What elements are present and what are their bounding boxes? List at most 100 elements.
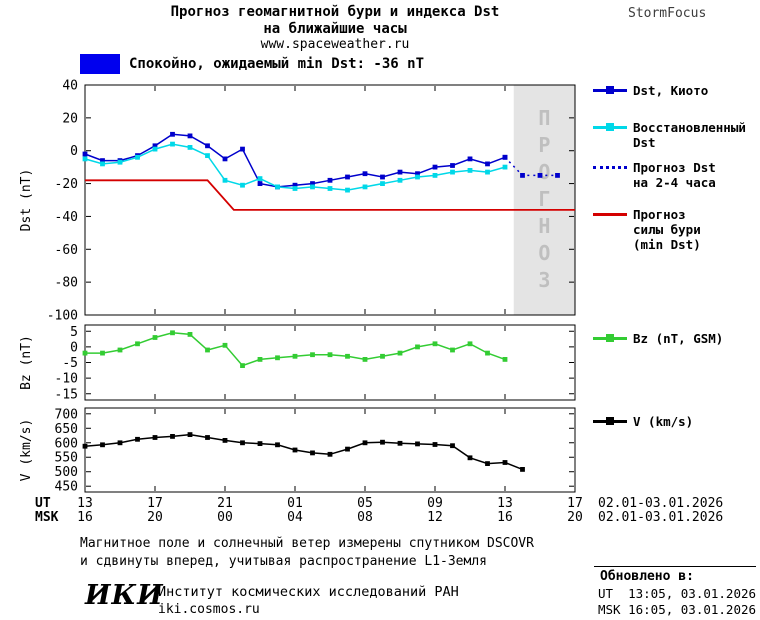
marker [362,171,368,177]
marker [117,159,123,165]
separator-line [594,566,756,567]
x-tick-msk: 12 [427,510,443,525]
marker [415,344,420,350]
legend-dst-restored: Восстановленный Dst [593,120,746,150]
marker [485,161,490,167]
status-text: Спокойно, ожидаемый min Dst: -36 nT [129,56,425,72]
marker [275,184,280,190]
marker [222,342,228,348]
x-tick-ut: 13 [77,496,93,511]
marker [450,347,455,353]
marker [450,163,455,168]
marker [362,357,368,362]
marker [345,446,350,452]
y-tick-label: 550 [55,451,78,466]
legend-label: Прогноз силы бури (min Dst) [633,207,701,252]
v-line-icon [593,417,627,425]
marker [310,184,315,190]
marker [257,181,263,186]
marker [187,145,193,150]
marker [240,440,245,446]
y-tick-label: 0 [70,340,78,355]
y-tick-label: -5 [62,356,78,371]
marker [415,441,420,447]
x-tick-ut: 21 [217,496,233,511]
marker [432,173,438,178]
marker [135,341,140,347]
y-tick-label: 40 [62,79,78,94]
legend-label: Прогноз Dst на 2-4 часа [633,160,716,190]
marker [380,174,385,180]
marker [187,133,193,139]
x-tick-ut: 05 [357,496,373,511]
x-tick-msk: 20 [567,510,583,525]
forecast-label: Р [538,133,550,157]
series-line [85,179,575,211]
marker [502,164,508,170]
y-tick-label: -10 [55,372,78,387]
legend-dst-kyoto: Dst, Киото [593,83,708,98]
title-line-1: Прогноз геомагнитной бури и индекса Dst [170,4,500,20]
legend-label: Dst, Киото [633,83,709,98]
x-tick-ut: 17 [567,496,583,511]
panel-border [84,84,576,316]
marker [135,154,140,160]
marker [432,442,438,447]
marker [257,176,263,181]
marker [82,350,88,356]
marker [467,341,473,347]
msk-date-range: 02.01-03.01.2026 [598,510,723,525]
dst-forecast-dotted-line-icon [593,166,627,169]
marker [222,177,228,183]
marker [292,447,298,453]
dst-kyoto-line-icon [593,86,627,94]
marker [117,440,123,446]
y-tick-label: 600 [55,436,78,451]
marker [222,438,228,443]
iki-logo: ИКИ [85,580,164,611]
marker [310,181,315,186]
marker [397,440,403,446]
y-tick-label: 450 [55,480,78,495]
marker [397,350,403,356]
series-line [85,332,506,367]
marker [467,455,473,461]
marker [450,169,455,175]
marker [170,330,175,336]
x-tick-msk: 20 [147,510,163,525]
series-line [504,156,558,177]
marker [485,350,490,356]
marker [240,146,245,152]
x-tick-msk: 00 [217,510,233,525]
marker [555,173,560,178]
marker [82,151,88,157]
marker [362,440,368,446]
brand-label: StormFocus [628,6,707,21]
legend-dst-forecast: Прогноз Dst на 2-4 часа [593,160,716,190]
updated-msk: MSK 16:05, 03.01.2026 [598,602,757,617]
forecast-label: П [538,106,550,130]
marker [380,439,385,445]
y-tick-label: 500 [55,465,78,480]
y-tick-label: -20 [55,177,78,192]
legend-label: V (km/s) [633,414,694,429]
marker [415,174,420,180]
marker [275,442,280,448]
marker [397,177,403,183]
marker [152,435,158,440]
marker [327,451,333,457]
marker [100,161,105,167]
marker [82,443,88,449]
marker [485,461,490,466]
y-tick-label: -60 [55,243,78,258]
marker [345,353,350,359]
marker [222,156,228,162]
ut-axis-label: UT [35,496,51,511]
marker [205,143,210,149]
x-tick-ut: 13 [497,496,513,511]
marker [240,182,245,188]
forecast-label: О [538,241,550,265]
